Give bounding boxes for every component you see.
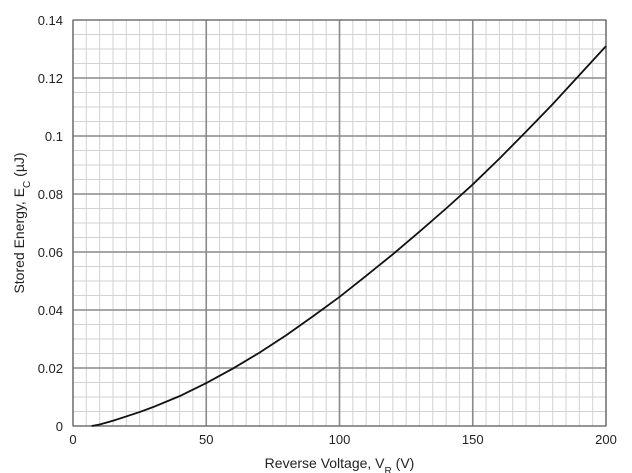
x-tick-label: 150 xyxy=(462,432,484,447)
x-tick-labels: 0 50 100 150 200 xyxy=(69,432,616,447)
y-tick-label: 0.14 xyxy=(38,13,63,28)
y-tick-label: 0.04 xyxy=(38,303,63,318)
plot-frame xyxy=(72,19,607,427)
y-tick-label: 0.06 xyxy=(38,245,63,260)
x-tick-label: 200 xyxy=(595,432,617,447)
grid-major xyxy=(72,19,607,427)
y-tick-label: 0.12 xyxy=(38,71,63,86)
y-tick-labels: 0 0.02 0.04 0.06 0.08 0.1 0.12 0.14 xyxy=(38,13,63,434)
x-tick-label: 100 xyxy=(329,432,351,447)
y-tick-label: 0.08 xyxy=(38,187,63,202)
y-tick-label: 0.02 xyxy=(38,361,63,376)
y-tick-label: 0 xyxy=(56,419,63,434)
x-tick-label: 50 xyxy=(199,432,213,447)
x-tick-label: 0 xyxy=(69,432,76,447)
series-line xyxy=(91,45,607,427)
series-group xyxy=(91,45,607,427)
y-axis-label: Stored Energy, EC (µJ) xyxy=(11,152,33,293)
y-tick-label: 0.1 xyxy=(45,129,63,144)
x-axis-label: Reverse Voltage, VR (V) xyxy=(265,455,415,473)
